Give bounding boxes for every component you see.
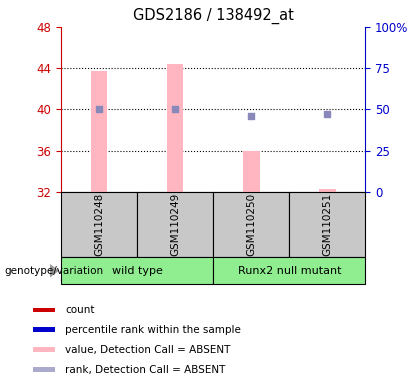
Text: genotype/variation: genotype/variation: [4, 266, 103, 276]
Text: rank, Detection Call = ABSENT: rank, Detection Call = ABSENT: [65, 364, 225, 374]
Bar: [319, 189, 336, 192]
Bar: [167, 64, 184, 192]
Bar: [33, 328, 55, 332]
Polygon shape: [50, 264, 59, 277]
Title: GDS2186 / 138492_at: GDS2186 / 138492_at: [133, 8, 294, 24]
Bar: [33, 367, 55, 372]
Bar: [33, 308, 55, 313]
Text: GSM110250: GSM110250: [246, 193, 256, 256]
Text: wild type: wild type: [112, 266, 163, 276]
Text: GSM110249: GSM110249: [170, 193, 180, 256]
Bar: [33, 347, 55, 352]
Point: [96, 106, 102, 113]
Bar: [91, 71, 108, 192]
Bar: [243, 151, 260, 192]
Text: value, Detection Call = ABSENT: value, Detection Call = ABSENT: [65, 345, 230, 355]
Text: count: count: [65, 305, 94, 315]
Bar: [289, 192, 365, 257]
Bar: [61, 257, 213, 284]
Text: GSM110251: GSM110251: [322, 193, 332, 256]
Text: Runx2 null mutant: Runx2 null mutant: [238, 266, 341, 276]
Text: percentile rank within the sample: percentile rank within the sample: [65, 325, 241, 335]
Bar: [213, 257, 365, 284]
Bar: [213, 192, 289, 257]
Bar: [137, 192, 213, 257]
Point: [248, 113, 255, 119]
Text: GSM110248: GSM110248: [94, 193, 104, 256]
Point: [172, 106, 178, 113]
Point: [324, 111, 331, 118]
Bar: [61, 192, 137, 257]
